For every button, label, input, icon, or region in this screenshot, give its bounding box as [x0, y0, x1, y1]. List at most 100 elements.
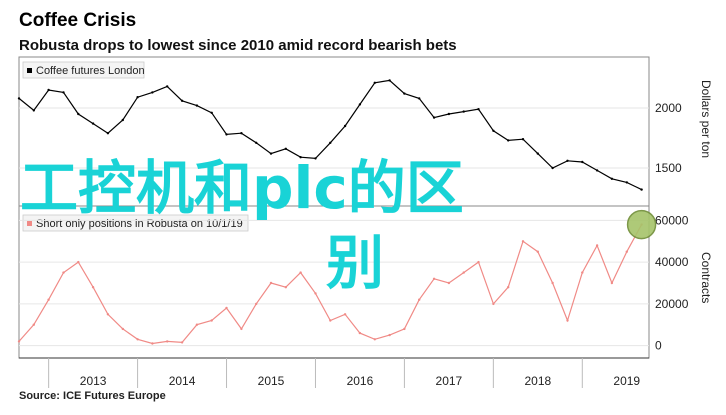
price-point	[136, 96, 139, 99]
positions-point	[299, 271, 302, 274]
price-point	[210, 111, 213, 115]
positions-point	[343, 313, 347, 316]
price-point	[91, 122, 95, 125]
price-point	[195, 104, 199, 107]
overlay-text-line1: 工控机和plc的区	[20, 154, 464, 222]
y-tick-label: 2000	[655, 101, 682, 115]
positions-point	[47, 298, 50, 301]
positions-point	[418, 298, 421, 301]
price-point	[32, 109, 35, 112]
positions-point	[625, 250, 628, 253]
y-tick-label: 0	[655, 339, 662, 353]
x-tick-label: 2017	[436, 374, 463, 388]
price-point	[255, 141, 258, 144]
positions-point	[106, 313, 110, 316]
positions-point	[17, 340, 21, 343]
price-point	[447, 112, 451, 116]
legend-positions-swatch	[27, 221, 32, 226]
positions-point	[581, 271, 584, 274]
positions-point	[195, 323, 199, 326]
price-point	[477, 108, 480, 111]
price-point	[166, 85, 169, 88]
positions-point	[566, 319, 569, 322]
price-point	[358, 103, 362, 106]
positions-point	[329, 319, 332, 322]
y-tick-label: 20000	[655, 297, 689, 311]
positions-point	[462, 271, 465, 274]
positions-point	[77, 260, 80, 264]
lower-y-tick-labels: 0 20000 40000 60000	[655, 213, 689, 352]
highlight-circle	[626, 209, 657, 240]
price-point	[625, 181, 628, 184]
positions-point	[62, 271, 65, 274]
y-tick-label: 1500	[655, 161, 682, 175]
positions-point	[269, 281, 273, 285]
x-tick-label: 2018	[524, 374, 551, 388]
positions-point	[284, 286, 287, 289]
positions-point	[166, 340, 169, 343]
price-point	[388, 79, 391, 82]
price-point	[180, 99, 184, 103]
price-point	[299, 156, 302, 159]
lower-y-axis-title: Contracts	[699, 252, 713, 303]
legend-positions: Short only positions in Robusta on 10/1/…	[22, 214, 249, 232]
y-tick-label: 40000	[655, 255, 689, 269]
positions-point	[477, 260, 480, 264]
legend-positions-label: Short only positions in Robusta on 10/1/…	[36, 218, 243, 230]
positions-point	[151, 342, 154, 345]
positions-series-points	[17, 223, 643, 345]
price-point	[121, 118, 125, 122]
price-point	[640, 188, 643, 191]
positions-point	[432, 277, 436, 280]
lower-gridlines	[19, 219, 649, 347]
x-tick-label: 2019	[613, 374, 640, 388]
price-series-points	[17, 79, 643, 191]
x-tick-label: 2016	[347, 374, 374, 388]
price-point	[432, 116, 436, 119]
price-point	[595, 169, 599, 172]
price-point	[507, 139, 510, 142]
price-point	[492, 129, 495, 132]
price-point	[373, 81, 376, 85]
positions-point	[180, 341, 184, 344]
positions-point	[225, 306, 228, 310]
positions-point	[492, 302, 495, 306]
positions-point	[121, 327, 125, 331]
price-point	[581, 160, 584, 164]
positions-point	[240, 327, 243, 331]
price-point	[610, 177, 614, 180]
upper-gridlines	[19, 107, 649, 169]
price-point	[240, 132, 243, 135]
price-point	[106, 132, 110, 135]
price-point	[62, 91, 65, 94]
legend-price-swatch	[27, 68, 32, 73]
positions-point	[314, 292, 317, 295]
source-note: Source: ICE Futures Europe	[19, 390, 166, 402]
price-point	[77, 112, 80, 116]
positions-point	[136, 338, 139, 341]
positions-point	[255, 302, 258, 306]
positions-point	[91, 286, 95, 289]
x-tick-label: 2013	[80, 374, 107, 388]
price-point	[225, 133, 228, 136]
price-point	[284, 147, 287, 150]
positions-point	[551, 281, 554, 285]
positions-point	[507, 286, 510, 289]
legend-price-label: Coffee futures London	[36, 65, 145, 77]
positions-point	[210, 319, 213, 322]
chart-subtitle: Robusta drops to lowest since 2010 amid …	[19, 37, 457, 54]
positions-point	[373, 338, 376, 341]
price-point	[151, 91, 154, 94]
price-point	[418, 97, 421, 100]
price-point	[403, 92, 406, 95]
positions-point	[536, 250, 539, 253]
price-point	[551, 166, 554, 170]
x-tick-label: 2015	[258, 374, 285, 388]
price-point	[566, 159, 569, 162]
y-tick-label: 60000	[655, 213, 689, 227]
positions-point	[610, 281, 614, 285]
price-point	[343, 124, 347, 128]
price-point	[314, 157, 317, 160]
positions-point	[403, 327, 406, 331]
